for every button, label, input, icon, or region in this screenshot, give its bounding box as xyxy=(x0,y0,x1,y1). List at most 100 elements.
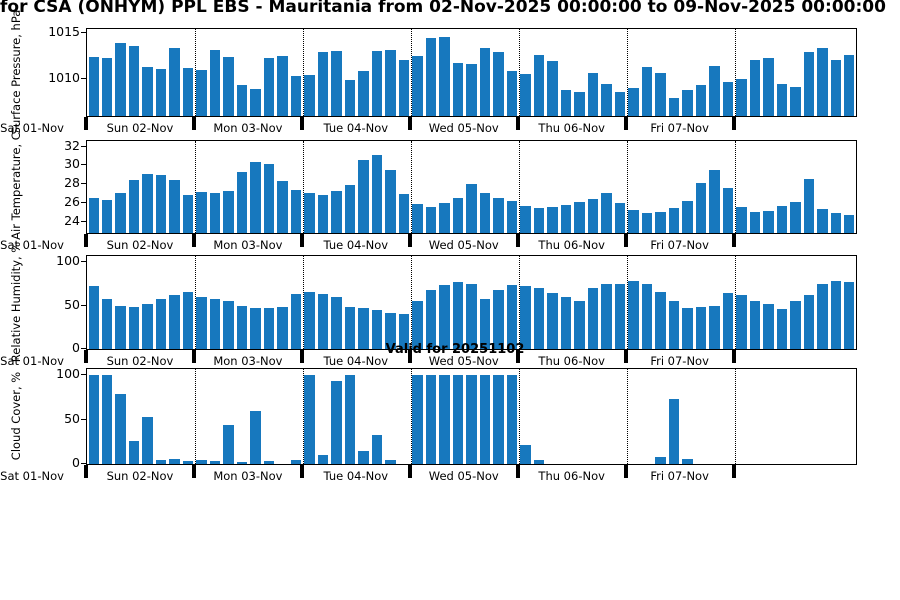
bar xyxy=(668,399,680,464)
bar xyxy=(223,56,234,116)
day-label: Thu 06-Nov xyxy=(538,238,605,252)
bar xyxy=(803,178,815,233)
bar xyxy=(331,381,342,464)
bar xyxy=(344,307,356,349)
day-label: Mon 03-Nov xyxy=(213,469,283,483)
bar xyxy=(493,52,504,116)
y-tick-mark xyxy=(81,348,86,349)
y-tick-mark xyxy=(81,201,86,203)
day-tick xyxy=(623,234,628,247)
day-tick xyxy=(407,465,412,478)
bar xyxy=(574,202,585,233)
bar xyxy=(128,440,140,464)
bar xyxy=(547,61,558,116)
bar xyxy=(182,291,194,349)
day-boundary-gridline xyxy=(194,29,196,116)
y-tick-label: 26 xyxy=(64,193,80,209)
bar xyxy=(412,55,423,116)
bar xyxy=(817,208,828,233)
day-boundary-gridline xyxy=(302,369,304,464)
bar xyxy=(304,375,315,464)
bar xyxy=(547,206,558,233)
bar xyxy=(196,69,207,116)
bar xyxy=(317,455,329,464)
chart-title: for CSA (ONHYM) PPL EBS - Mauritania fro… xyxy=(0,0,886,17)
y-tick-mark xyxy=(81,220,86,222)
day-boundary-gridline xyxy=(518,369,520,464)
bar xyxy=(695,307,707,349)
day-label: Tue 04-Nov xyxy=(323,238,389,252)
day-boundary-gridline xyxy=(626,141,628,233)
x-axis-ticks: Sat 01-Nov Sun 02-Nov Mon 03-Nov Tue 04-Nov… xyxy=(0,465,855,487)
day-boundary-gridline xyxy=(518,141,520,233)
bar xyxy=(155,68,167,116)
bar xyxy=(520,286,531,349)
day-label: Wed 05-Nov xyxy=(428,238,499,252)
day-tick xyxy=(191,465,196,478)
day-tick xyxy=(731,234,736,247)
bar xyxy=(479,375,491,464)
y-tick-mark xyxy=(81,463,86,464)
bar xyxy=(493,289,504,349)
bar xyxy=(358,308,369,349)
bar xyxy=(88,286,99,349)
y-tick-label: 0 xyxy=(72,454,80,470)
bar xyxy=(722,292,734,349)
y-tick-mark xyxy=(81,304,86,306)
bar xyxy=(277,181,288,233)
day-tick xyxy=(84,117,88,130)
bar xyxy=(506,70,518,116)
bar xyxy=(695,183,707,233)
valid-for-annotation: Valid for 20251102 xyxy=(385,342,525,357)
y-tick-label: 100 xyxy=(56,365,80,381)
bar xyxy=(763,57,774,116)
bar xyxy=(385,50,396,116)
bar xyxy=(182,194,194,233)
bar xyxy=(776,309,788,349)
y-tick-label: 100 xyxy=(56,252,80,268)
bar xyxy=(736,295,747,349)
bar xyxy=(641,283,653,349)
day-label: Mon 03-Nov xyxy=(213,238,283,252)
bar xyxy=(263,57,275,116)
day-boundary-gridline xyxy=(410,369,412,464)
bar xyxy=(425,206,437,233)
bar xyxy=(317,52,329,116)
bar xyxy=(628,88,639,116)
bar xyxy=(749,59,761,116)
y-tick-mark xyxy=(81,77,86,79)
bar xyxy=(250,308,261,349)
bar xyxy=(142,66,153,116)
day-boundary-gridline xyxy=(410,141,412,233)
bar xyxy=(196,296,207,349)
y-tick-label: 50 xyxy=(64,410,80,426)
y-tick-label: 1015 xyxy=(48,23,80,39)
bar xyxy=(614,91,626,116)
bar xyxy=(452,282,464,349)
bar xyxy=(736,206,747,233)
day-label: Sun 02-Nov xyxy=(106,238,174,252)
x-axis-ticks: Sat 01-Nov Sun 02-Nov Mon 03-Nov Tue 04-Nov… xyxy=(0,234,855,256)
day-tick xyxy=(84,350,88,363)
bar xyxy=(749,301,761,349)
y-tick-mark xyxy=(81,418,86,420)
bar xyxy=(614,202,626,233)
bar xyxy=(236,171,248,233)
day-boundary-gridline xyxy=(626,256,628,349)
bar xyxy=(101,57,113,116)
bar xyxy=(182,67,194,116)
bar xyxy=(695,85,707,116)
bar xyxy=(466,375,477,464)
bar xyxy=(466,283,477,349)
day-label: Mon 03-Nov xyxy=(213,354,283,368)
bar xyxy=(290,76,302,116)
bar xyxy=(101,200,113,233)
bar xyxy=(722,81,734,116)
bar xyxy=(101,298,113,349)
bar xyxy=(223,301,234,349)
bar xyxy=(439,37,450,116)
bar xyxy=(331,51,342,116)
day-boundary-gridline xyxy=(734,29,736,116)
